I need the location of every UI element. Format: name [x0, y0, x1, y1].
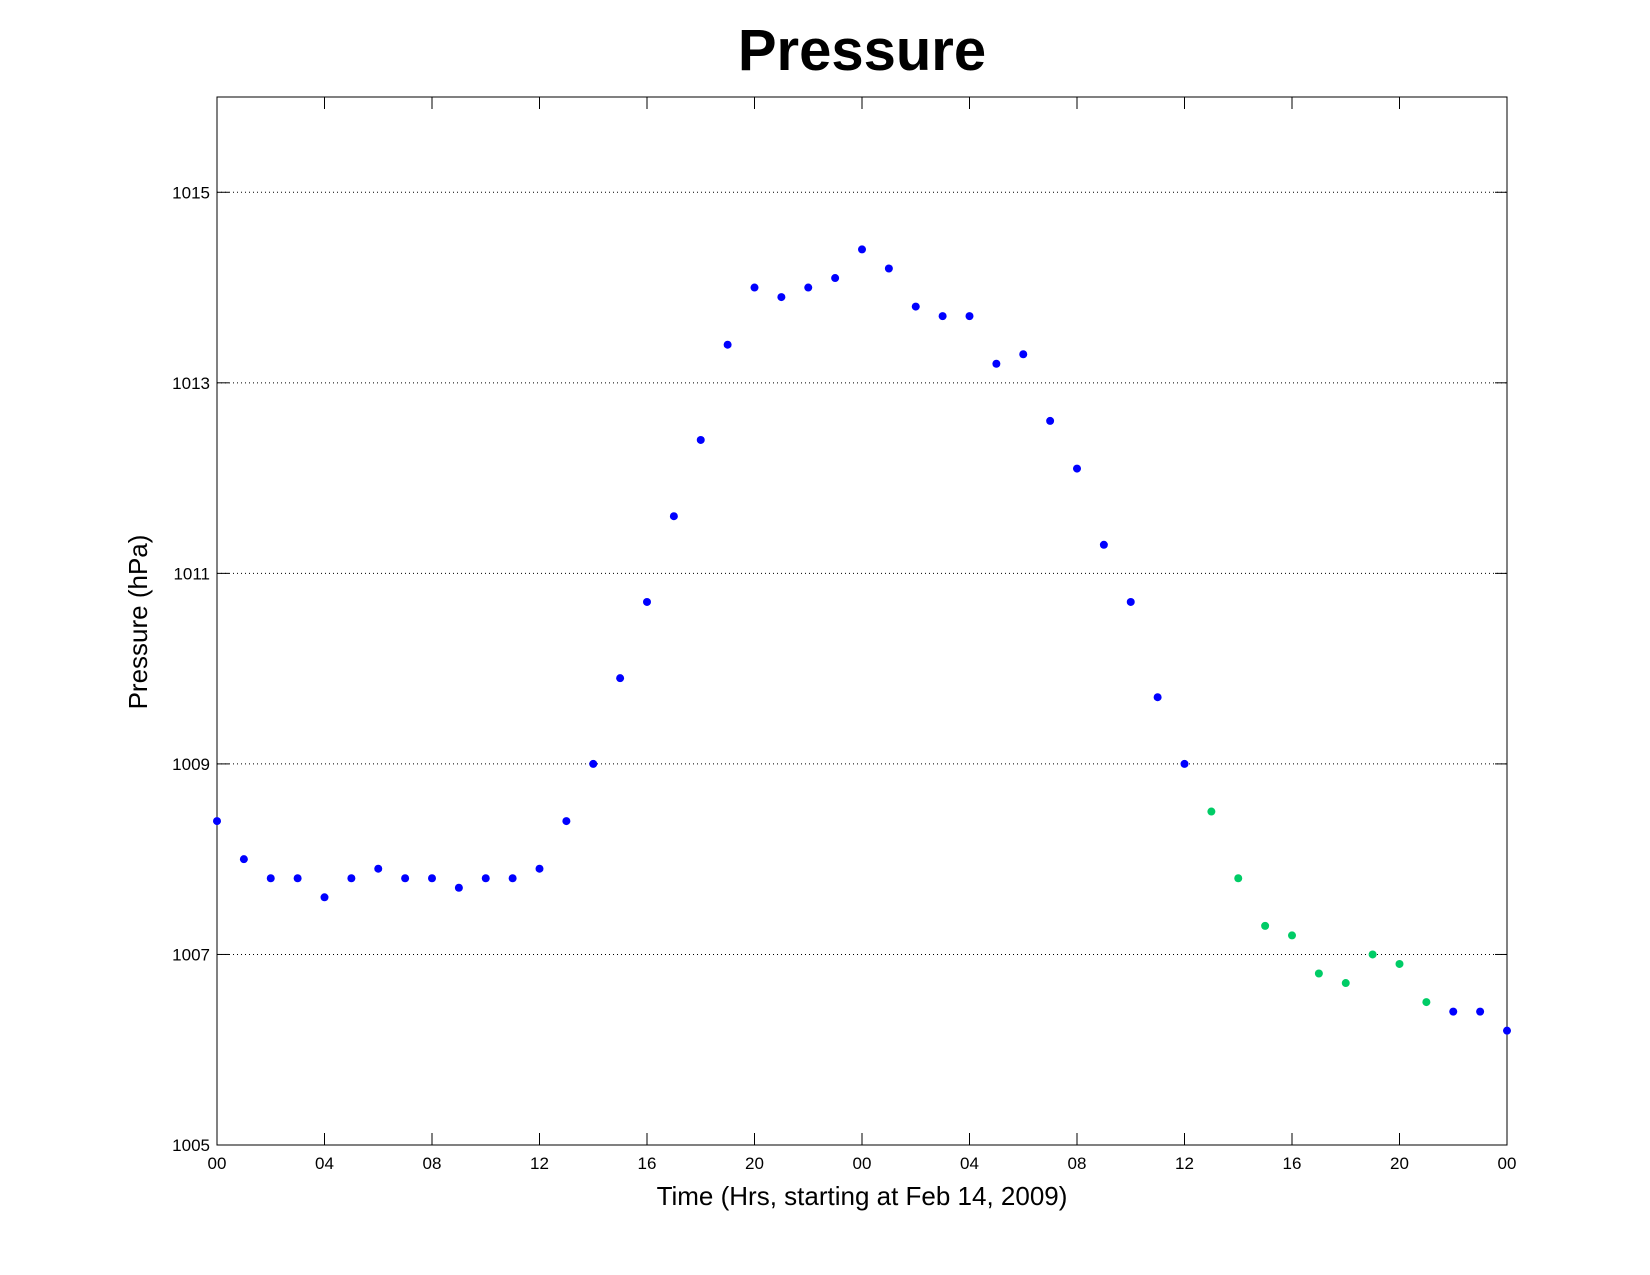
data-point [1234, 874, 1243, 883]
data-point [1368, 950, 1377, 959]
data-point [858, 245, 866, 254]
y-tick-label: 1009 [172, 755, 210, 774]
data-point [374, 864, 383, 873]
data-point [401, 874, 410, 883]
x-tick-label: 16 [638, 1154, 657, 1173]
data-point [1503, 1026, 1511, 1035]
y-tick-label: 1007 [172, 945, 210, 964]
chart-title: Pressure [738, 18, 986, 83]
x-tick-label: 12 [1175, 1154, 1194, 1173]
plot-frame [216, 96, 1508, 1146]
data-point [1261, 921, 1270, 930]
data-point [777, 293, 786, 302]
data-point [723, 340, 732, 349]
data-point [992, 359, 1001, 368]
data-point [1153, 693, 1162, 702]
x-tick-label: 04 [315, 1154, 334, 1173]
data-point [1046, 416, 1055, 425]
data-point [1180, 759, 1189, 768]
data-point [320, 893, 329, 902]
grid-lines [217, 191, 1507, 1146]
data-point [696, 435, 705, 444]
data-point [481, 874, 490, 883]
data-point [508, 874, 517, 883]
data-point [884, 264, 893, 273]
data-point [1073, 464, 1081, 473]
data-point [938, 312, 947, 321]
data-point [1288, 931, 1296, 940]
data-point [831, 274, 840, 283]
y-tick-label: 1013 [172, 374, 210, 393]
x-tick-label: 08 [1068, 1154, 1087, 1173]
x-tick-label: 20 [745, 1154, 764, 1173]
y-tick-label: 1011 [173, 564, 210, 583]
data-point [643, 597, 651, 606]
data-points [213, 245, 1511, 1035]
data-point [1019, 350, 1028, 359]
data-point [428, 874, 436, 883]
data-point [1099, 540, 1108, 549]
y-tick-labels: 1005 1007 1009 1011 1013 1015 [172, 183, 210, 1155]
data-point [1314, 969, 1323, 978]
x-tick-label: 08 [423, 1154, 442, 1173]
data-point [911, 302, 920, 311]
x-tick-label: 12 [530, 1154, 549, 1173]
data-point [239, 855, 248, 864]
data-point [1341, 979, 1350, 988]
data-point [589, 759, 598, 768]
data-point [454, 883, 463, 892]
data-point [347, 874, 356, 883]
data-point [293, 874, 302, 883]
y-tick-label: 1015 [172, 183, 210, 202]
data-point [535, 864, 544, 873]
x-tick-label: 00 [1498, 1154, 1517, 1173]
data-point [1449, 1007, 1458, 1016]
data-point [213, 817, 221, 826]
y-axis-label: Pressure (hPa) [123, 535, 153, 710]
data-point [1126, 597, 1135, 606]
data-point [1422, 998, 1431, 1007]
data-point [669, 512, 678, 521]
data-point [965, 312, 974, 321]
x-tick-label: 16 [1283, 1154, 1302, 1173]
data-point [1207, 807, 1216, 816]
data-point [616, 674, 625, 683]
data-point [1395, 959, 1404, 968]
x-tick-label: 00 [853, 1154, 872, 1173]
x-tick-label: 20 [1390, 1154, 1409, 1173]
data-point [562, 817, 571, 826]
data-point [266, 874, 275, 883]
x-tick-label: 04 [960, 1154, 979, 1173]
x-axis-label: Time (Hrs, starting at Feb 14, 2009) [657, 1181, 1068, 1211]
data-point [750, 283, 759, 292]
x-tick-labels: 00 04 08 12 16 20 00 04 08 12 16 20 00 [208, 1154, 1517, 1173]
data-point [1476, 1007, 1485, 1016]
x-tick-label: 00 [208, 1154, 227, 1173]
axis-ticks [216, 97, 1508, 1146]
data-point [804, 283, 813, 292]
y-tick-label: 1005 [172, 1136, 210, 1155]
